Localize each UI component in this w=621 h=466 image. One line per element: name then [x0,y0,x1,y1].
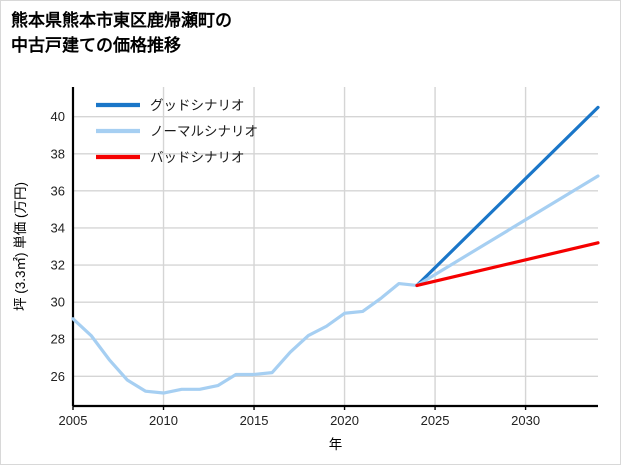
y-axis-tick-label: 28 [51,332,65,347]
x-axis-tick-label: 2030 [511,413,540,428]
series-line-実績 [71,281,419,395]
x-axis-tick-label: 2020 [330,413,359,428]
y-axis-tick-label: 38 [51,146,65,161]
y-axis-tick-label: 26 [51,369,65,384]
x-axis-tick-label: 2010 [149,413,178,428]
x-axis-tick-label: 2015 [240,413,269,428]
y-axis-tick-label: 40 [51,109,65,124]
series-line-グッドシナリオ [415,105,600,288]
y-axis-tick-label: 30 [51,295,65,310]
y-axis-tick-label: 32 [51,258,65,273]
x-axis-tick-label: 2005 [59,413,88,428]
series-line-バッドシナリオ [415,241,600,288]
legend-label-0: グッドシナリオ [150,98,245,113]
legend-label-2: バッドシナリオ [150,150,245,165]
x-axis-title: 年 [329,437,343,452]
series-line-ノーマルシナリオ [415,174,600,288]
x-axis-tick-label: 2025 [421,413,450,428]
legend-label-1: ノーマルシナリオ [150,124,258,139]
y-axis-title: 坪 (3.3㎡) 単価 (万円) [13,182,28,311]
page-title: 熊本県熊本市東区鹿帰瀬町の 中古戸建ての価格推移 [11,11,232,55]
y-axis-tick-label: 36 [51,183,65,198]
y-axis-tick-label: 34 [51,220,65,235]
